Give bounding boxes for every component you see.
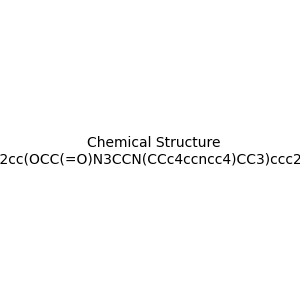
Text: Chemical Structure
Cc1cc2cc(OCC(=O)N3CCN(CCc4ccncc4)CC3)ccc2oc1=O: Chemical Structure Cc1cc2cc(OCC(=O)N3CCN…: [0, 136, 300, 166]
